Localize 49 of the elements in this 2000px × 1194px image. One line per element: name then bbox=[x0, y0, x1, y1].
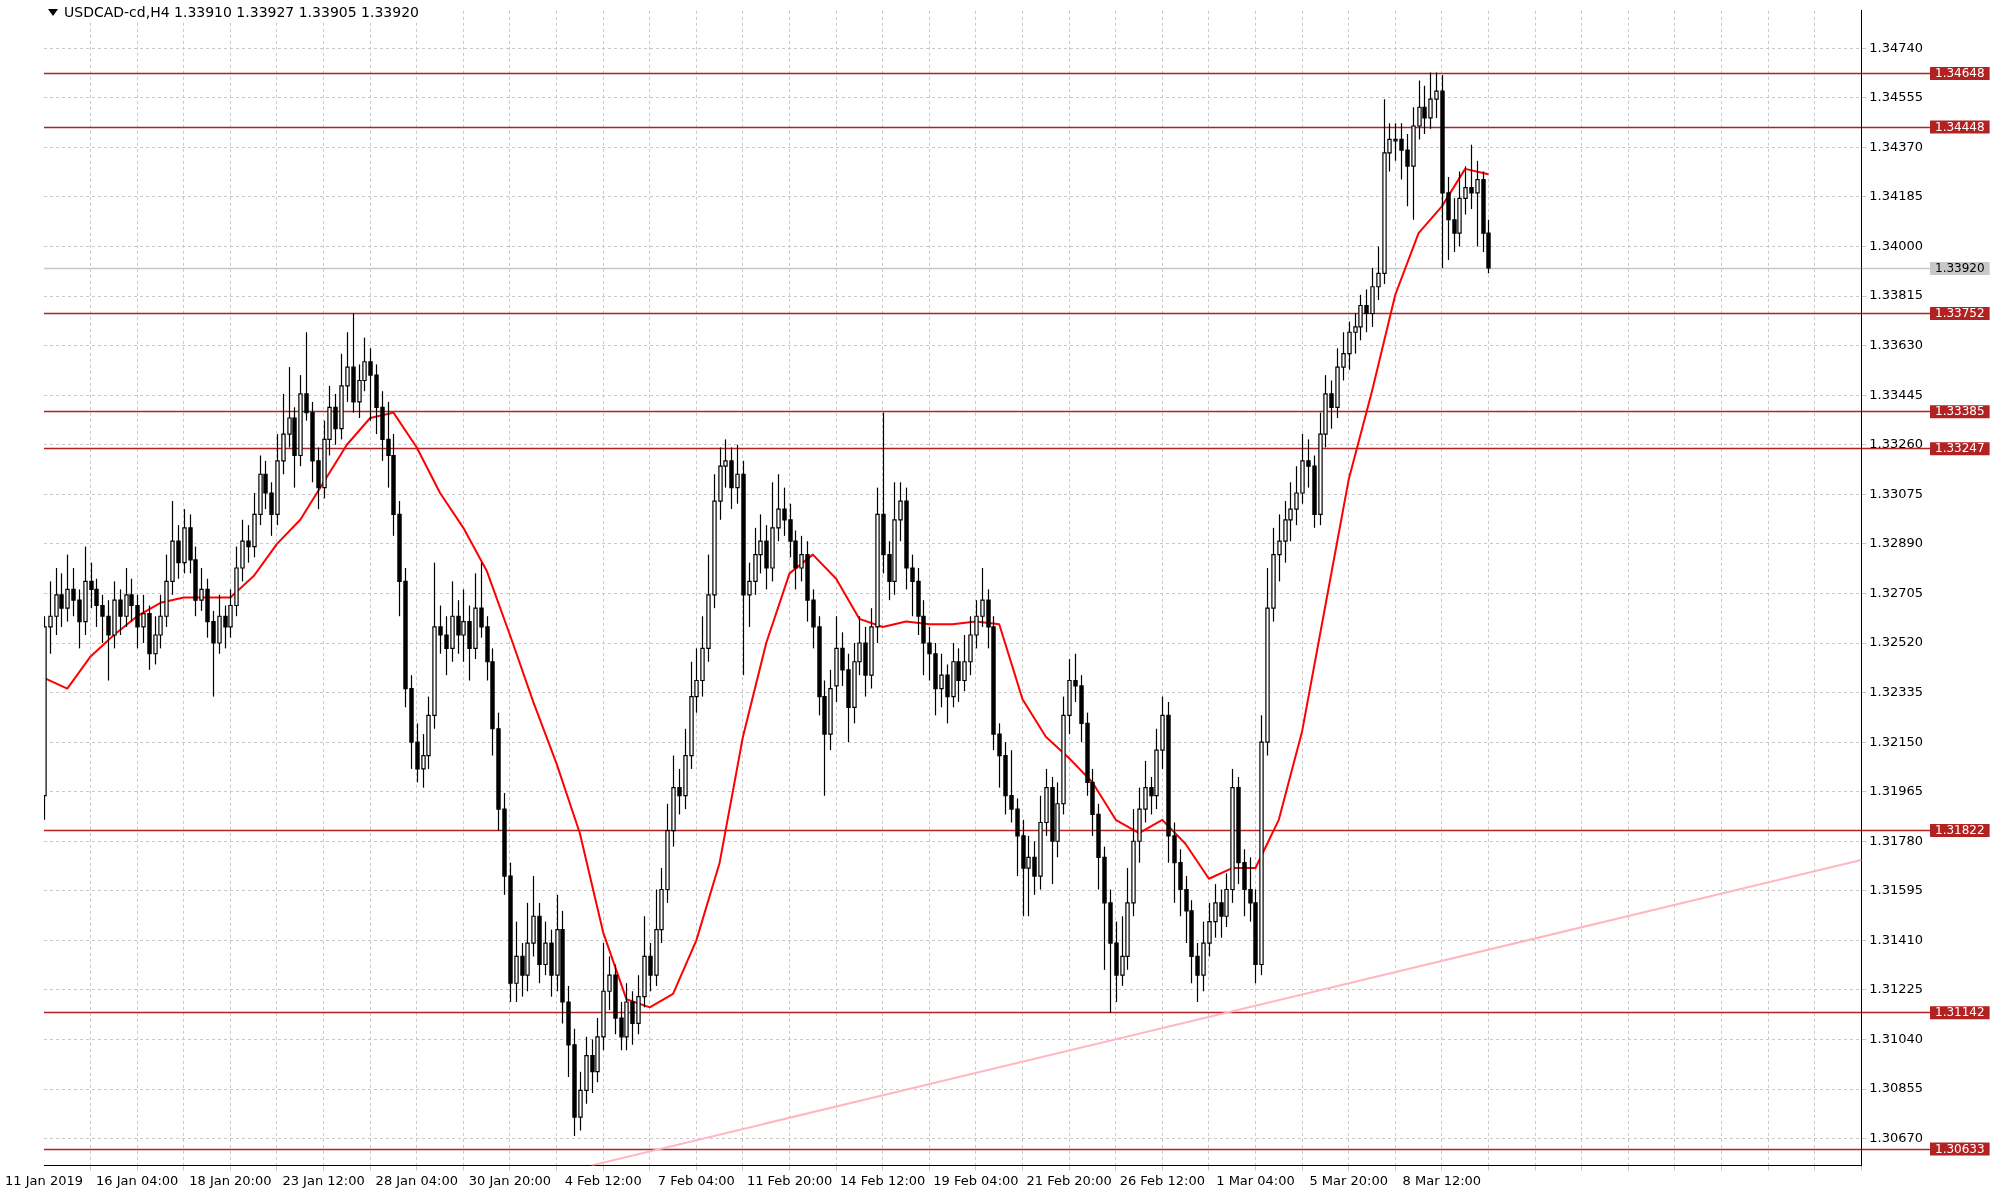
y-tick-label: 1.31225 bbox=[1869, 981, 1924, 997]
y-tick-label: 1.31595 bbox=[1869, 882, 1924, 898]
ref-line-label: 1.34648 bbox=[1935, 66, 1985, 81]
y-tick-label: 1.33815 bbox=[1869, 287, 1924, 303]
y-tick-label: 1.31410 bbox=[1869, 931, 1924, 947]
x-tick-label: 30 Jan 20:00 bbox=[468, 1172, 552, 1188]
ref-line-label: 1.31142 bbox=[1935, 1005, 1985, 1020]
ref-line-label: 1.31822 bbox=[1935, 823, 1985, 838]
x-tick-label: 16 Jan 04:00 bbox=[96, 1172, 179, 1188]
y-tick-label: 1.33075 bbox=[1869, 485, 1924, 501]
y-tick-label: 1.30670 bbox=[1869, 1129, 1924, 1145]
ref-line-label: 1.34448 bbox=[1935, 119, 1985, 134]
y-tick-label: 1.34000 bbox=[1869, 237, 1924, 253]
ref-line-label: 1.33385 bbox=[1935, 404, 1985, 419]
x-tick-label: 26 Feb 12:00 bbox=[1119, 1172, 1205, 1188]
y-tick-label: 1.34185 bbox=[1869, 188, 1924, 204]
x-tick-label: 18 Jan 20:00 bbox=[189, 1172, 272, 1188]
ref-line-label: 1.30633 bbox=[1935, 1141, 1985, 1156]
y-tick-label: 1.33260 bbox=[1869, 436, 1924, 452]
x-tick-label: 7 Feb 04:00 bbox=[657, 1172, 735, 1188]
y-tick-label: 1.31780 bbox=[1869, 832, 1924, 848]
y-tick-label: 1.34740 bbox=[1869, 39, 1924, 55]
x-tick-label: 19 Feb 04:00 bbox=[933, 1172, 1019, 1188]
x-tick-label: 8 Mar 12:00 bbox=[1402, 1172, 1482, 1188]
y-tick-label: 1.33630 bbox=[1869, 337, 1924, 353]
x-tick-label: 23 Jan 12:00 bbox=[282, 1172, 365, 1188]
y-tick-label: 1.32335 bbox=[1869, 683, 1924, 699]
x-tick-label: 11 Feb 20:00 bbox=[746, 1172, 833, 1188]
ref-line-label: 1.33920 bbox=[1935, 261, 1985, 276]
x-tick-label: 11 Jan 2019 bbox=[5, 1172, 83, 1188]
y-tick-label: 1.31965 bbox=[1869, 783, 1924, 799]
y-tick-label: 1.34555 bbox=[1869, 89, 1924, 105]
y-tick-label: 1.31040 bbox=[1869, 1030, 1924, 1046]
y-tick-label: 1.34370 bbox=[1869, 138, 1924, 154]
x-tick-label: 5 Mar 20:00 bbox=[1309, 1172, 1388, 1188]
y-tick-label: 1.30855 bbox=[1869, 1080, 1924, 1096]
x-tick-label: 28 Jan 04:00 bbox=[375, 1172, 458, 1188]
ref-line-label: 1.33752 bbox=[1935, 306, 1985, 321]
x-tick-label: 21 Feb 20:00 bbox=[1026, 1172, 1112, 1188]
y-tick-label: 1.32890 bbox=[1869, 535, 1924, 551]
y-tick-label: 1.32520 bbox=[1869, 634, 1924, 650]
y-tick-label: 1.32705 bbox=[1869, 584, 1924, 600]
y-tick-label: 1.32150 bbox=[1869, 733, 1924, 749]
x-tick-label: 1 Mar 04:00 bbox=[1216, 1172, 1295, 1188]
chart-title: USDCAD-cd,H4 1.33910 1.33927 1.33905 1.33920 bbox=[64, 4, 419, 20]
x-tick-label: 14 Feb 12:00 bbox=[840, 1172, 926, 1188]
y-tick-label: 1.33445 bbox=[1869, 386, 1924, 402]
x-tick-label: 4 Feb 12:00 bbox=[564, 1172, 642, 1188]
ref-line-label: 1.33247 bbox=[1935, 441, 1985, 456]
